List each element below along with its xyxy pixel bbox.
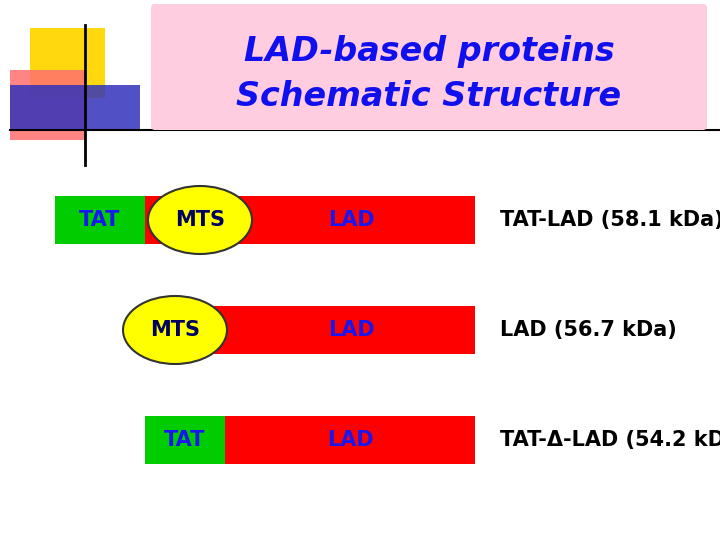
Bar [225, 416, 475, 464]
Text: Schematic Structure: Schematic Structure [236, 80, 621, 113]
Text: LAD: LAD [328, 320, 374, 340]
Text: LAD: LAD [327, 430, 373, 450]
Bar [145, 416, 225, 464]
Text: MTS: MTS [175, 210, 225, 230]
Bar [10, 85, 140, 130]
Text: TAT: TAT [79, 210, 121, 230]
Bar [55, 196, 145, 244]
Ellipse shape [123, 296, 227, 364]
Text: TAT-LAD (58.1 kDa): TAT-LAD (58.1 kDa) [500, 210, 720, 230]
Bar [145, 306, 475, 354]
Ellipse shape [148, 186, 252, 254]
Bar [145, 196, 475, 244]
Text: MTS: MTS [150, 320, 200, 340]
Bar [10, 70, 85, 140]
Text: TAT-Δ-LAD (54.2 kDa): TAT-Δ-LAD (54.2 kDa) [500, 430, 720, 450]
Text: LAD-based proteins: LAD-based proteins [243, 36, 614, 69]
Text: LAD (56.7 kDa): LAD (56.7 kDa) [500, 320, 677, 340]
FancyBboxPatch shape [151, 4, 707, 130]
Bar [30, 28, 105, 98]
Text: LAD: LAD [328, 210, 374, 230]
Text: TAT: TAT [164, 430, 206, 450]
